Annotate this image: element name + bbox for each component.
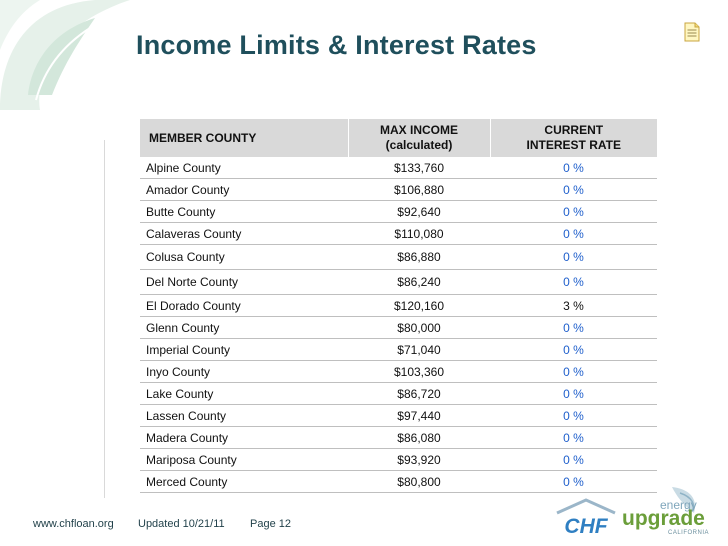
county-cell: Glenn County bbox=[140, 316, 348, 339]
table-row: Calaveras County $110,080 0 % bbox=[140, 222, 657, 245]
energy-logo-text: energy bbox=[660, 498, 697, 512]
table-row: Amador County $106,880 0 % bbox=[140, 178, 657, 201]
income-cell: $120,160 bbox=[348, 294, 490, 317]
table-row: El Dorado County $120,160 3 % bbox=[140, 294, 657, 317]
header-member-county: MEMBER COUNTY bbox=[149, 130, 257, 145]
income-cell: $86,080 bbox=[348, 426, 490, 449]
income-cell: $86,880 bbox=[348, 244, 490, 270]
county-cell: Amador County bbox=[140, 178, 348, 201]
california-logo-text: CALIFORNIA bbox=[668, 530, 709, 536]
rate-cell: 3 % bbox=[490, 294, 657, 317]
rate-cell: 0 % bbox=[490, 338, 657, 361]
county-cell: Imperial County bbox=[140, 338, 348, 361]
footer-page-number: Page 12 bbox=[250, 518, 291, 530]
county-cell: Madera County bbox=[140, 426, 348, 449]
page-title: Income Limits & Interest Rates bbox=[136, 30, 537, 60]
income-cell: $97,440 bbox=[348, 404, 490, 427]
header-max-income: MAX INCOME (calculated) bbox=[347, 119, 490, 157]
table-row: Imperial County $71,040 0 % bbox=[140, 338, 657, 361]
county-cell: Butte County bbox=[140, 200, 348, 223]
table-row: Lake County $86,720 0 % bbox=[140, 382, 657, 405]
income-cell: $106,880 bbox=[348, 178, 490, 201]
county-cell: Lake County bbox=[140, 382, 348, 405]
table-row: Glenn County $80,000 0 % bbox=[140, 316, 657, 339]
income-cell: $80,800 bbox=[348, 470, 490, 493]
income-cell: $93,920 bbox=[348, 448, 490, 471]
county-cell: Colusa County bbox=[140, 244, 348, 270]
rate-cell: 0 % bbox=[490, 426, 657, 449]
county-cell: Calaveras County bbox=[140, 222, 348, 245]
header-interest-rate-line1: CURRENT bbox=[544, 123, 604, 137]
county-cell: Mariposa County bbox=[140, 448, 348, 471]
rate-cell: 0 % bbox=[490, 157, 657, 179]
county-cell: Lassen County bbox=[140, 404, 348, 427]
county-cell: Alpine County bbox=[140, 157, 348, 179]
rate-cell: 0 % bbox=[490, 360, 657, 383]
vertical-divider bbox=[104, 140, 105, 498]
chf-logo-text: CHF bbox=[564, 515, 608, 537]
table-row: Del Norte County $86,240 0 % bbox=[140, 269, 657, 295]
rate-cell: 0 % bbox=[490, 382, 657, 405]
table-row: Madera County $86,080 0 % bbox=[140, 426, 657, 449]
energy-upgrade-logo: energy upgrade CALIFORNIA bbox=[622, 487, 709, 536]
income-cell: $71,040 bbox=[348, 338, 490, 361]
table-row: Lassen County $97,440 0 % bbox=[140, 404, 657, 427]
header-interest-rate: CURRENT INTEREST RATE bbox=[489, 119, 657, 157]
income-cell: $86,720 bbox=[348, 382, 490, 405]
footer-updated: Updated 10/21/11 bbox=[138, 518, 225, 530]
leaf-decoration-icon bbox=[0, 0, 130, 110]
table-row: Alpine County $133,760 0 % bbox=[140, 157, 657, 179]
table-row: Butte County $92,640 0 % bbox=[140, 200, 657, 223]
table-row: Colusa County $86,880 0 % bbox=[140, 244, 657, 270]
county-cell: Inyo County bbox=[140, 360, 348, 383]
chf-logo: CHF bbox=[556, 498, 616, 537]
rate-cell: 0 % bbox=[490, 316, 657, 339]
footer-url[interactable]: www.chfloan.org bbox=[33, 518, 114, 530]
income-cell: $80,000 bbox=[348, 316, 490, 339]
rate-cell: 0 % bbox=[490, 269, 657, 295]
header-max-income-line2: (calculated) bbox=[385, 138, 453, 152]
house-roof-icon bbox=[556, 498, 616, 515]
table-row: Inyo County $103,360 0 % bbox=[140, 360, 657, 383]
income-cell: $86,240 bbox=[348, 269, 490, 295]
table-header-row: MEMBER COUNTY MAX INCOME (calculated) CU… bbox=[140, 119, 657, 157]
rate-cell: 0 % bbox=[490, 222, 657, 245]
income-cell: $110,080 bbox=[348, 222, 490, 245]
header-interest-rate-line2: INTEREST RATE bbox=[526, 138, 621, 152]
county-cell: Del Norte County bbox=[140, 269, 348, 295]
county-cell: Merced County bbox=[140, 470, 348, 493]
county-cell: El Dorado County bbox=[140, 294, 348, 317]
income-cell: $92,640 bbox=[348, 200, 490, 223]
rate-cell: 0 % bbox=[490, 404, 657, 427]
income-cell: $103,360 bbox=[348, 360, 490, 383]
income-rates-table: MEMBER COUNTY MAX INCOME (calculated) CU… bbox=[140, 119, 657, 493]
rate-cell: 0 % bbox=[490, 448, 657, 471]
rate-cell: 0 % bbox=[490, 200, 657, 223]
rate-cell: 0 % bbox=[490, 244, 657, 270]
rate-cell: 0 % bbox=[490, 470, 657, 493]
table-row: Merced County $80,800 0 % bbox=[140, 470, 657, 493]
table-row: Mariposa County $93,920 0 % bbox=[140, 448, 657, 471]
income-cell: $133,760 bbox=[348, 157, 490, 179]
header-max-income-line1: MAX INCOME bbox=[380, 123, 458, 137]
rate-cell: 0 % bbox=[490, 178, 657, 201]
upgrade-logo-text: upgrade bbox=[622, 507, 705, 530]
note-icon[interactable] bbox=[684, 22, 700, 42]
